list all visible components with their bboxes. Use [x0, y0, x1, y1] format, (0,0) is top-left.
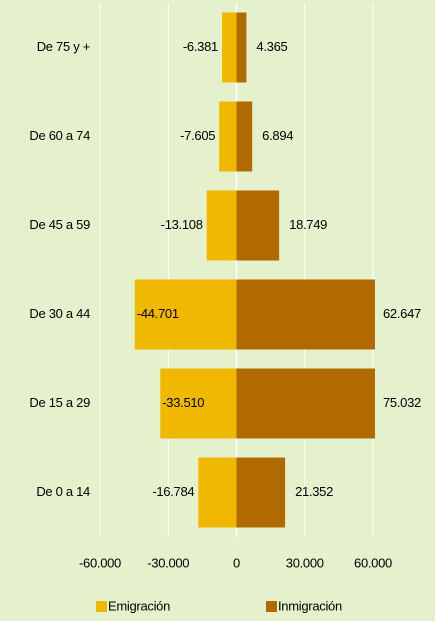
legend-swatch [96, 601, 107, 612]
x-tick-label: 60.000 [354, 555, 392, 570]
bar [236, 457, 286, 528]
bar [219, 101, 237, 172]
legend-swatch [266, 601, 277, 612]
y-tick-label: De 30 a 44 [29, 306, 90, 321]
y-tick-label: De 0 a 14 [36, 484, 90, 499]
grid [99, 3, 374, 537]
x-tick-label: -30.000 [147, 555, 189, 570]
value-label: -6.381 [183, 39, 218, 54]
value-label: -7.605 [180, 128, 215, 143]
bar [236, 279, 375, 350]
value-label: 21.352 [295, 484, 333, 499]
y-tick-label: De 60 a 74 [29, 128, 90, 143]
value-label: -13.108 [161, 217, 203, 232]
bar [236, 12, 247, 83]
bar [236, 368, 375, 439]
x-tick-label: 0 [233, 555, 240, 570]
bar [206, 190, 237, 261]
bar [134, 279, 237, 350]
value-label: 6.894 [262, 128, 293, 143]
x-tick-label: -60.000 [79, 555, 121, 570]
value-label: -44.701 [137, 306, 179, 321]
bar [221, 12, 237, 83]
legend-label: Emigración [108, 598, 170, 613]
bar [198, 457, 237, 528]
bar [236, 190, 280, 261]
bar [160, 368, 237, 439]
y-tick-label: De 45 a 59 [29, 217, 90, 232]
y-tick-label: De 75 y + [37, 39, 90, 54]
value-label: 62.647 [383, 306, 421, 321]
bar [236, 101, 253, 172]
legend-label: Inmigración [278, 598, 342, 613]
value-label: 18.749 [289, 217, 327, 232]
bars [134, 12, 375, 528]
labels: -60.000 -30.000 0 30.000 60.000 De 75 y + -6.3… [29, 39, 421, 614]
value-label: 75.032 [383, 395, 421, 410]
value-label: 4.365 [256, 39, 287, 54]
value-label: -16.784 [152, 484, 194, 499]
value-label: -33.510 [162, 395, 204, 410]
x-tick-label: 30.000 [286, 555, 324, 570]
y-tick-label: De 15 a 29 [29, 395, 90, 410]
